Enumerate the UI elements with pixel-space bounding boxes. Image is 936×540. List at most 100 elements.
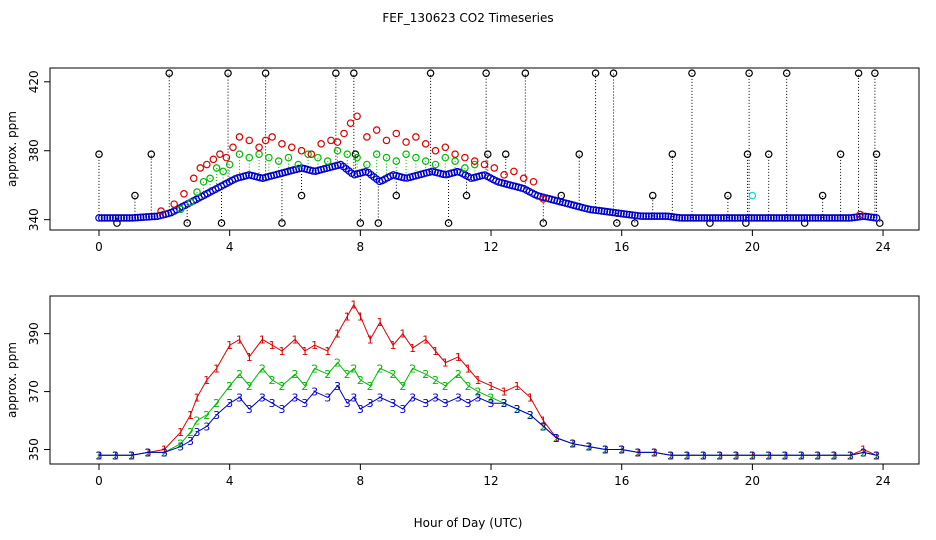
series-1-marker: 1 (553, 432, 560, 445)
black-spike-point (444, 219, 453, 227)
blue-baseline-point (125, 214, 134, 222)
red-point (480, 160, 489, 169)
blue-baseline-point (864, 213, 872, 221)
black-spike-point (648, 191, 657, 200)
green-point (294, 160, 303, 169)
series-3-marker: 3 (733, 449, 740, 462)
series-1-marker: 1 (292, 333, 299, 346)
blue-baseline-point (478, 171, 487, 180)
series-2-marker: 2 (367, 380, 374, 393)
series-2-marker: 2 (194, 415, 201, 428)
series-3-marker: 3 (488, 397, 495, 410)
blue-baseline-point (614, 209, 623, 217)
series-2-marker: 2 (213, 397, 220, 410)
green-point (470, 160, 479, 169)
series-1-marker: 1 (474, 374, 481, 387)
blue-baseline-point (783, 214, 792, 222)
series-2-marker: 2 (269, 374, 276, 387)
red-point (856, 210, 864, 219)
green-point (225, 160, 234, 169)
black-spike-point (482, 69, 490, 77)
blue-baseline-point (836, 214, 845, 222)
red-point (431, 146, 440, 155)
series-2-marker: 2 (782, 449, 789, 462)
red-point (519, 174, 528, 183)
blue-baseline-point (697, 214, 706, 222)
blue-baseline-point (817, 214, 825, 222)
black-spike-point (131, 191, 139, 200)
blue-baseline-point (700, 214, 709, 222)
series-2-marker: 2 (733, 449, 740, 462)
black-spike-point (521, 69, 530, 77)
blue-baseline-point (808, 214, 817, 222)
top-x-axis: 0 4 8 12 16 20 24 (95, 230, 891, 254)
series-3-marker: 3 (432, 391, 439, 404)
green-point (402, 150, 410, 158)
series-3-marker: 3 (782, 449, 789, 462)
series-2-marker: 2 (422, 368, 429, 381)
series-1-marker: 1 (873, 449, 880, 462)
series-2-marker: 2 (390, 368, 397, 381)
series-1-marker: 1 (716, 449, 723, 462)
series-2-marker: 2 (798, 449, 805, 462)
series-3-marker: 3 (128, 449, 135, 462)
series-1-marker: 1 (514, 380, 521, 393)
red-point (353, 112, 361, 121)
top-x-tick-label: 24 (875, 240, 890, 254)
blue-baseline-point (95, 214, 103, 222)
top-x-tick-label: 0 (95, 240, 103, 254)
top-y-axis-label: approx. ppm (5, 111, 19, 187)
series-1-marker: 1 (128, 449, 135, 462)
blue-baseline-point (811, 214, 820, 222)
blue-baseline-point (758, 214, 767, 222)
red-point (245, 136, 254, 145)
blue-baseline-point (733, 214, 742, 222)
blue-baseline-point (647, 212, 656, 221)
black-spike-point (356, 219, 365, 227)
red-point (327, 136, 335, 145)
black-spike-point (278, 219, 286, 227)
green-point (441, 153, 450, 162)
series-3-marker: 3 (334, 380, 341, 393)
blue-baseline-point (600, 207, 609, 216)
black-spike-point (688, 69, 696, 77)
black-spike-point (165, 69, 174, 77)
blue-baseline-point (842, 214, 850, 222)
series-1-marker: 1 (847, 449, 854, 462)
blue-baseline-point (658, 212, 667, 221)
black-spike-point (613, 219, 621, 227)
series-1-marker: 1 (145, 446, 152, 459)
red-point (539, 195, 548, 203)
blue-baseline-point (603, 207, 611, 216)
blue-baseline-point (720, 214, 728, 222)
red-point (297, 146, 306, 155)
series-1-marker: 1 (501, 386, 508, 399)
top-x-tick-label: 16 (614, 240, 629, 254)
series-1-marker: 1 (635, 446, 642, 459)
series-2-marker: 2 (236, 368, 243, 381)
red-point (372, 126, 381, 134)
red-point (222, 153, 231, 162)
black-spike-point (745, 69, 753, 77)
blue-baseline-point (747, 214, 756, 222)
top-x-tick-label: 20 (745, 240, 760, 254)
blue-baseline-point (103, 214, 112, 222)
bottom-y-axis: 350 370 390 (27, 322, 50, 461)
green-point (323, 157, 332, 165)
series-2-marker: 2 (177, 438, 184, 451)
black-spike-point (871, 69, 879, 77)
series-2-marker: 2 (128, 449, 135, 462)
red-point (340, 129, 348, 138)
blue-baseline-point (695, 214, 703, 222)
series-1-marker: 1 (586, 441, 593, 454)
series-3-marker: 3 (367, 397, 374, 410)
blue-baseline-point (631, 211, 639, 220)
green-point (219, 167, 227, 176)
series-2-marker: 2 (618, 444, 625, 457)
blue-baseline-point (761, 214, 770, 222)
red-point (317, 140, 325, 148)
series-3-marker: 3 (514, 403, 521, 416)
red-point (412, 133, 420, 141)
blue-baseline-point (728, 214, 736, 222)
